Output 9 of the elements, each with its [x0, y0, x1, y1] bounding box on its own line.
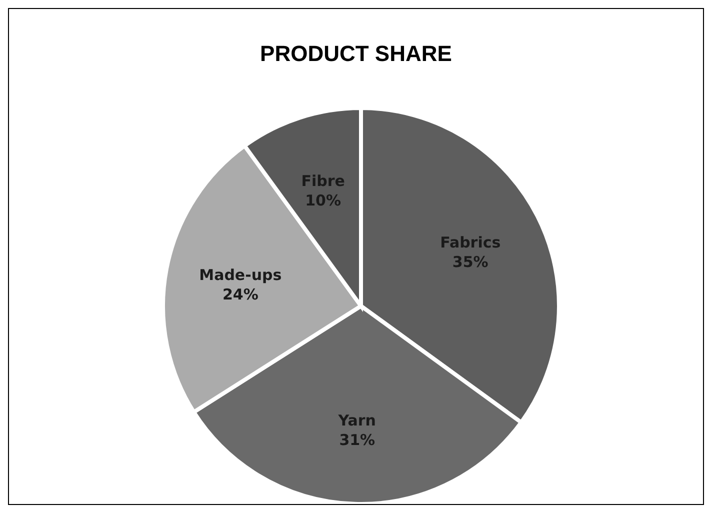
- data-label: 24%: [222, 285, 258, 304]
- slice-label: Yarn: [337, 412, 376, 430]
- data-label: 10%: [305, 192, 342, 210]
- slice-label: Fibre: [301, 172, 345, 190]
- slice-label: Made-ups: [199, 266, 282, 284]
- slice-label: Fabrics: [440, 233, 501, 252]
- data-label: 31%: [339, 431, 376, 450]
- data-label: 35%: [452, 252, 488, 271]
- chart-title: PRODUCT SHARE: [259, 41, 453, 67]
